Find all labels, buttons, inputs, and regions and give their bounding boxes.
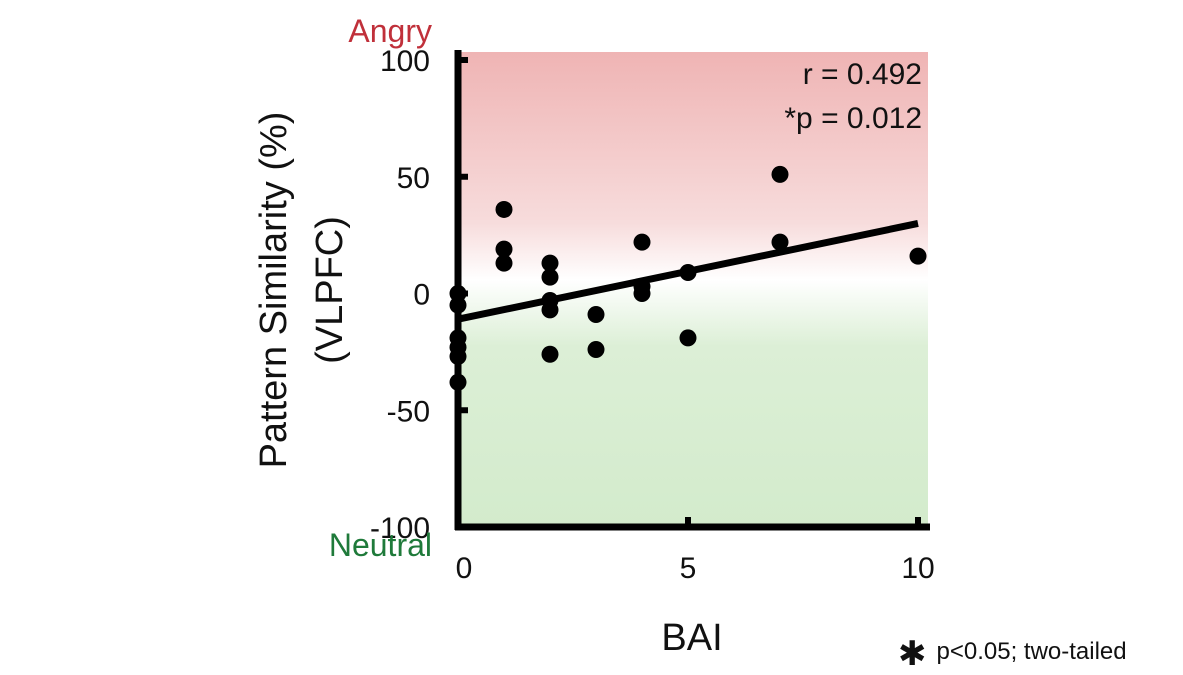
y-tick-label: -100 xyxy=(370,512,430,545)
y-tick-label: 100 xyxy=(380,45,430,78)
data-point xyxy=(495,200,513,218)
y-tick-label: 0 xyxy=(413,279,430,312)
data-point xyxy=(587,306,605,324)
asterisk-icon: ✱ xyxy=(898,635,927,673)
y-tick-label: -50 xyxy=(387,395,430,428)
y-tick-label: 50 xyxy=(397,162,430,195)
data-point xyxy=(679,329,697,347)
regression-line xyxy=(457,220,919,323)
x-tick-label: 0 xyxy=(456,552,473,585)
data-point xyxy=(587,341,605,359)
data-point xyxy=(541,254,559,272)
y-axis-subtitle: (VLPFC) xyxy=(309,216,351,364)
plot-background xyxy=(458,52,928,527)
data-point xyxy=(541,301,559,319)
y-axis-title: Pattern Similarity (%) xyxy=(253,112,295,469)
p-value-label: *p = 0.012 xyxy=(784,102,922,135)
category-label-neutral: Neutral xyxy=(329,527,432,563)
data-point xyxy=(541,345,559,363)
data-point xyxy=(771,165,789,183)
x-tick-label: 10 xyxy=(901,552,934,585)
data-point xyxy=(771,233,789,251)
data-point xyxy=(495,240,513,258)
data-point xyxy=(633,233,651,251)
data-point xyxy=(495,254,513,272)
correlation-r-label: r = 0.492 xyxy=(803,58,922,91)
data-point xyxy=(909,247,927,265)
footnote-text: p<0.05; two-tailed xyxy=(936,638,1127,665)
x-axis-title: BAI xyxy=(661,617,722,659)
x-tick-label: 5 xyxy=(680,552,697,585)
significance-footnote: ✱ p<0.05; two-tailed xyxy=(898,634,1127,674)
data-point xyxy=(541,268,559,286)
category-label-angry: Angry xyxy=(348,13,432,49)
data-point xyxy=(633,285,651,302)
